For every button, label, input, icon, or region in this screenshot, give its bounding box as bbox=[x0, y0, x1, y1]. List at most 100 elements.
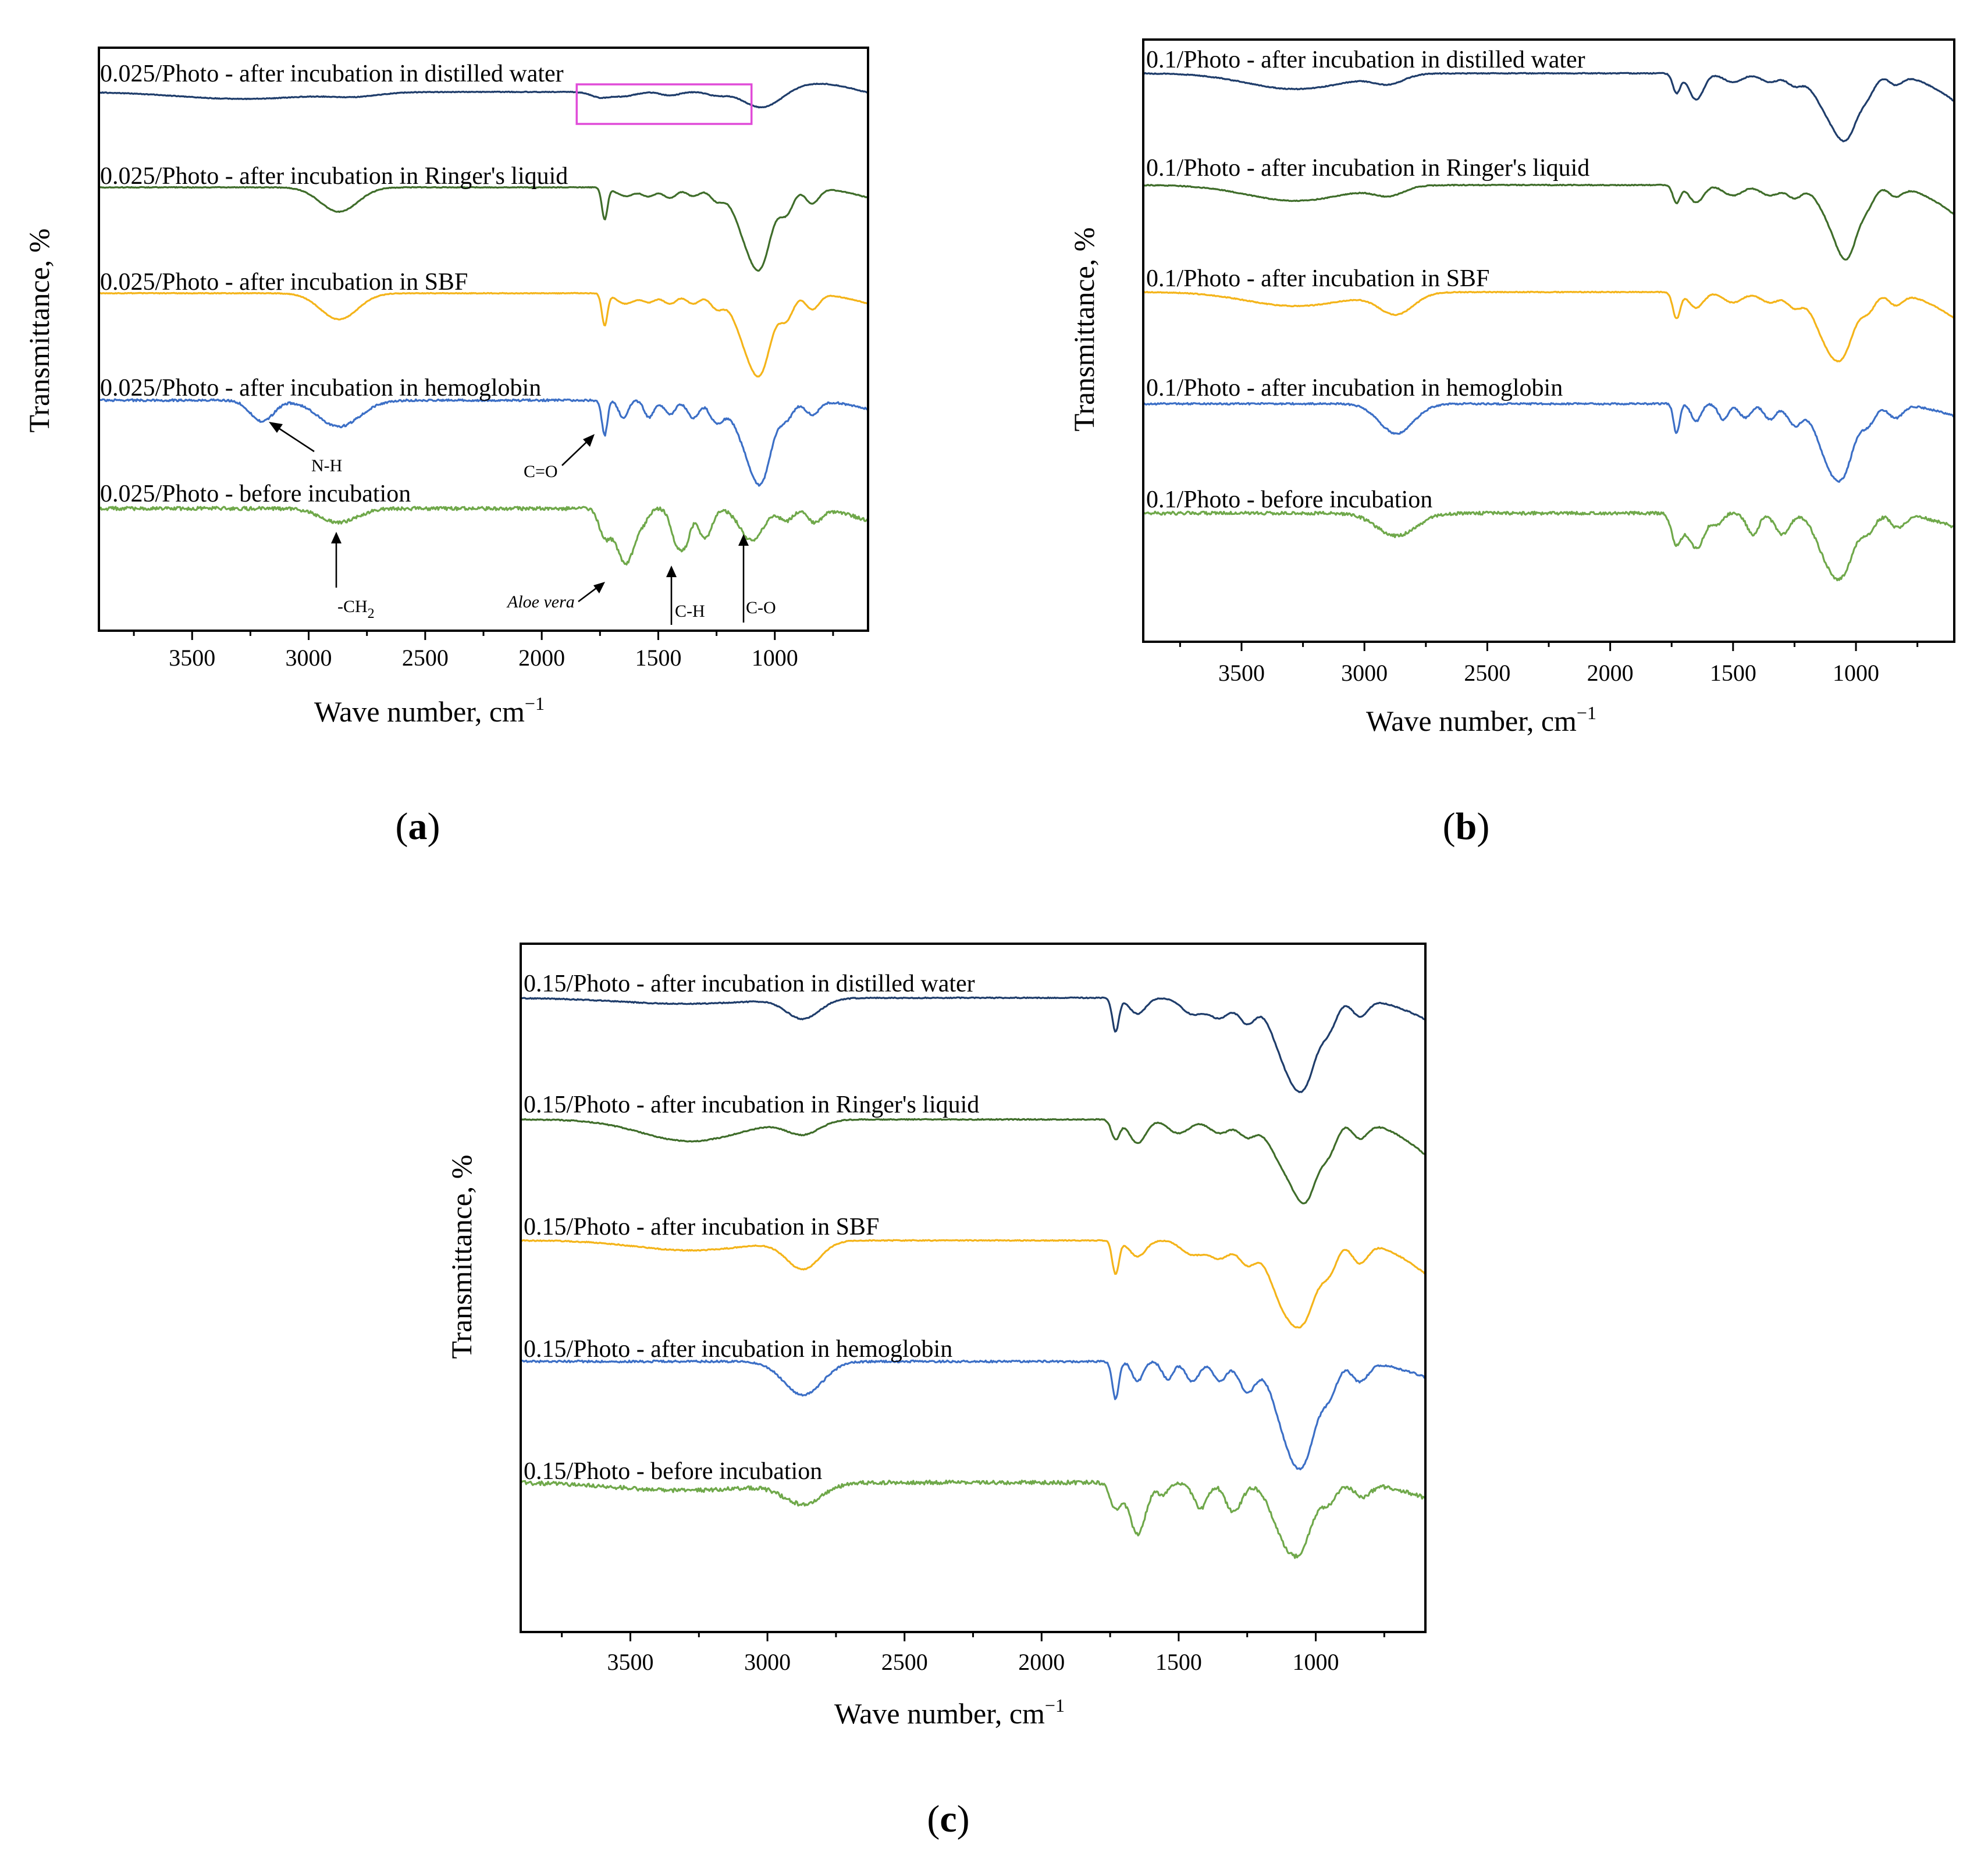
panel-b-series-label: 0.1/Photo - after incubation in Ringer's… bbox=[1146, 155, 1589, 182]
panel-b-tick-label: 3500 bbox=[1218, 660, 1265, 686]
panel-label-letter: a bbox=[408, 805, 428, 848]
panel-label-open: ( bbox=[396, 805, 408, 848]
panel-c-y-axis-title: Transmittance, % bbox=[445, 1155, 478, 1359]
panel-c-tick-label: 3000 bbox=[744, 1649, 791, 1675]
annotation-label: -CH2 bbox=[337, 597, 375, 621]
panel-a-tick-label: 3000 bbox=[286, 645, 332, 671]
panel-c-plot-frame bbox=[520, 943, 1427, 1633]
x-axis-title-sup: −1 bbox=[1577, 702, 1596, 723]
arrow-head-icon bbox=[269, 422, 283, 433]
panel-a-series-label: 0.025/Photo - before incubation bbox=[100, 481, 411, 507]
panel-a-tick-label: 1500 bbox=[635, 645, 681, 671]
panel-c-series-label: 0.15/Photo - after incubation in distill… bbox=[524, 970, 975, 997]
panel-c-tick-label: 2500 bbox=[881, 1649, 928, 1675]
panel-b-ticks bbox=[1179, 642, 1919, 651]
panel-a-tick-label: 2000 bbox=[518, 645, 565, 671]
panel-a-tick-label: 3500 bbox=[169, 645, 215, 671]
arrow-head-icon bbox=[593, 582, 605, 593]
panel-c-ticks bbox=[561, 1632, 1385, 1641]
panel-label-letter: b bbox=[1456, 805, 1477, 848]
spectrum-line-sbf bbox=[520, 1239, 1426, 1329]
panel-c-series-label: 0.15/Photo - after incubation in Ringer'… bbox=[524, 1092, 979, 1118]
panel-label-close: ) bbox=[957, 1798, 970, 1840]
panel-a-spectra bbox=[98, 83, 869, 566]
panel-b-x-axis-title: Wave number, cm−1 bbox=[1366, 702, 1596, 737]
panel-b-series-label: 0.1/Photo - after incubation in distille… bbox=[1146, 47, 1585, 73]
panel-b-tick-labels: 3500 3000 2500 2000 1500 1000 bbox=[1218, 660, 1879, 686]
panel-label-open: ( bbox=[1443, 805, 1456, 848]
panel-label-open: ( bbox=[927, 1798, 940, 1840]
panel-a-x-axis-title: Wave number, cm−1 bbox=[314, 693, 545, 728]
x-axis-title-sup: −1 bbox=[525, 693, 545, 714]
panel-b-y-axis-title: Transmittance, % bbox=[1068, 227, 1100, 432]
panel-c-series-label: 0.15/Photo - after incubation in hemoglo… bbox=[524, 1336, 952, 1363]
spectrum-line-ringer bbox=[520, 1118, 1427, 1204]
spectrum-line-before bbox=[520, 1480, 1427, 1559]
panel-a-y-axis-title: Transmittance, % bbox=[23, 229, 55, 433]
spectrum-line-ringer bbox=[98, 186, 869, 272]
arrow-head-icon bbox=[738, 534, 749, 546]
x-axis-title-main: Wave number, cm bbox=[1366, 705, 1577, 737]
annotation-n-h: N-H bbox=[269, 422, 342, 475]
arrow-head-icon bbox=[331, 532, 342, 543]
annotation-label: C=O bbox=[524, 462, 558, 481]
panel-b-tick-label: 3000 bbox=[1341, 660, 1388, 686]
annotation-arrow bbox=[561, 440, 588, 466]
panel-a-ticks bbox=[133, 631, 834, 640]
panel-a: 3500 3000 2500 2000 1500 1000 0.025/Phot… bbox=[23, 47, 869, 848]
panel-b-series-label: 0.1/Photo - before incubation bbox=[1146, 486, 1432, 513]
panel-label-close: ) bbox=[428, 805, 440, 848]
annotation-c-o-double: C=O bbox=[524, 434, 595, 481]
x-axis-title-main: Wave number, cm bbox=[314, 695, 525, 728]
annotation-arrow bbox=[578, 586, 598, 603]
panel-c-tick-label: 1000 bbox=[1293, 1649, 1339, 1675]
panel-a-series-label: 0.025/Photo - after incubation in distil… bbox=[100, 61, 564, 87]
annotation-ch2: -CH2 bbox=[331, 532, 375, 621]
panel-b: 3500 3000 2500 2000 1500 1000 0.1/Photo … bbox=[1068, 38, 1955, 848]
panel-a-tick-label: 1000 bbox=[752, 645, 798, 671]
annotation-label: C-H bbox=[675, 602, 705, 621]
panel-b-tick-label: 1500 bbox=[1710, 660, 1756, 686]
panel-c: 3500 3000 2500 2000 1500 1000 0.15/Photo… bbox=[445, 943, 1427, 1840]
spectrum-line-ringer bbox=[1143, 183, 1955, 261]
annotation-c-h: C-H bbox=[666, 566, 705, 625]
panel-c-tick-label: 1500 bbox=[1155, 1649, 1202, 1675]
panel-c-series-label: 0.15/Photo - after incubation in SBF bbox=[524, 1214, 879, 1240]
spectrum-line-hemoglobin bbox=[98, 398, 869, 487]
panel-c-spectra bbox=[520, 996, 1427, 1559]
panel-b-series-label: 0.1/Photo - after incubation in hemoglob… bbox=[1146, 375, 1563, 401]
spectrum-line-distilled-water bbox=[520, 996, 1426, 1093]
panel-c-series-label: 0.15/Photo - before incubation bbox=[524, 1458, 822, 1485]
arrow-head-icon bbox=[583, 434, 595, 447]
spectrum-line-sbf bbox=[99, 291, 869, 378]
annotation-label: N-H bbox=[311, 456, 342, 475]
spectrum-line-before bbox=[98, 506, 869, 566]
annotation-arrow bbox=[276, 426, 315, 453]
annotation-c-o: C-O bbox=[738, 534, 776, 623]
spectrum-line-distilled-water bbox=[98, 83, 869, 109]
panel-c-x-axis-title: Wave number, cm−1 bbox=[834, 1695, 1065, 1730]
panel-b-tick-label: 2000 bbox=[1587, 660, 1634, 686]
spectrum-line-before bbox=[1143, 510, 1955, 582]
panel-c-tick-label: 2000 bbox=[1018, 1649, 1065, 1675]
annotation-label-main: -CH bbox=[337, 597, 368, 616]
panel-c-tick-label: 3500 bbox=[607, 1649, 653, 1675]
x-axis-title-sup: −1 bbox=[1045, 1695, 1065, 1716]
panel-c-tick-labels: 3500 3000 2500 2000 1500 1000 bbox=[607, 1649, 1339, 1675]
panel-b-tick-label: 1000 bbox=[1833, 660, 1879, 686]
panel-b-series-label: 0.1/Photo - after incubation in SBF bbox=[1146, 265, 1489, 292]
annotation-aloe-vera: Aloe vera bbox=[506, 582, 605, 611]
panel-b-label: (b) bbox=[1443, 805, 1490, 848]
panel-a-series-label: 0.025/Photo - after incubation in hemogl… bbox=[100, 375, 541, 401]
annotation-label: Aloe vera bbox=[506, 592, 575, 611]
spectrum-line-hemoglobin bbox=[1143, 401, 1955, 483]
panel-label-close: ) bbox=[1477, 805, 1489, 848]
panel-a-series-label: 0.025/Photo - after incubation in Ringer… bbox=[100, 163, 568, 190]
panel-b-spectra bbox=[1143, 72, 1955, 582]
spectrum-line-distilled-water bbox=[1143, 72, 1955, 143]
panel-a-tick-label: 2500 bbox=[402, 645, 449, 671]
panel-b-tick-label: 2500 bbox=[1464, 660, 1510, 686]
panel-a-highlight-box bbox=[575, 83, 753, 125]
panel-a-series-label: 0.025/Photo - after incubation in SBF bbox=[100, 269, 468, 296]
